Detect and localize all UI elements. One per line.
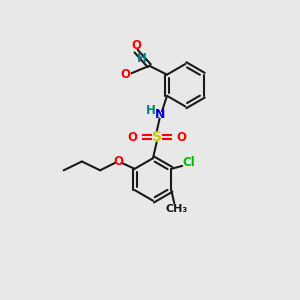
Text: O: O [127,130,137,143]
Text: O: O [131,39,141,52]
Text: Cl: Cl [183,157,195,169]
Text: H: H [137,52,147,65]
Text: O: O [176,130,186,143]
Text: H: H [146,104,156,117]
Text: CH₃: CH₃ [166,204,188,214]
Text: N: N [154,109,165,122]
Text: O: O [120,68,130,81]
Text: O: O [113,155,123,168]
Text: S: S [152,130,162,144]
